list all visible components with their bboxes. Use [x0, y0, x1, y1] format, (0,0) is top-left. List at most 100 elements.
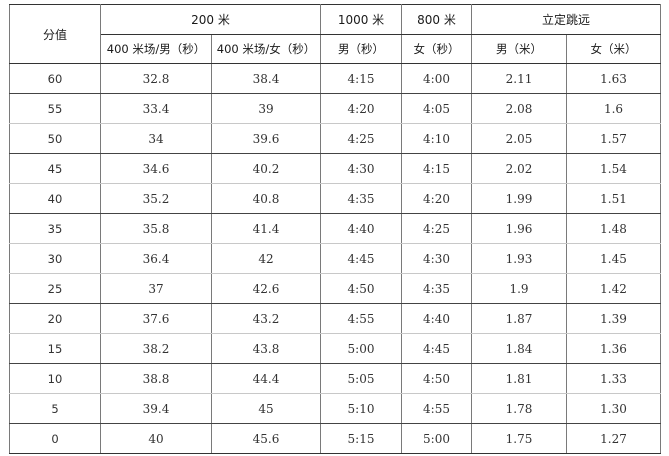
- cell-jump-female: 1.6: [566, 93, 662, 124]
- cell-800m-female: 4:05: [401, 93, 473, 124]
- table-body: 60 32.8 38.4 4:15 4:00 2.11 1.63 55 33.4 39 4:20 4:…: [9, 63, 662, 454]
- cell-200m-male: 36.4: [100, 243, 212, 274]
- cell-score: 40: [9, 183, 101, 214]
- cell-score: 5: [9, 393, 101, 424]
- cell-jump-female: 1.51: [566, 183, 662, 214]
- cell-jump-male: 2.08: [471, 93, 568, 124]
- cell-800m-female: 4:10: [401, 123, 473, 154]
- cell-200m-female: 43.8: [210, 333, 322, 364]
- cell-jump-female: 1.63: [566, 63, 662, 94]
- cell-1000m-male: 4:35: [320, 183, 403, 214]
- cell-200m-female: 44.4: [210, 363, 322, 394]
- cell-jump-female: 1.45: [566, 243, 662, 274]
- cell-800m-female: 4:30: [401, 243, 473, 274]
- cell-200m-male: 39.4: [100, 393, 212, 424]
- cell-200m-female: 41.4: [210, 213, 322, 244]
- cell-jump-male: 1.81: [471, 363, 568, 394]
- cell-jump-female: 1.39: [566, 303, 662, 334]
- cell-jump-female: 1.33: [566, 363, 662, 394]
- scoring-table: 分值 200 米 1000 米 800 米 立定跳远 400 米场/男（秒） 4…: [9, 4, 662, 454]
- cell-jump-male: 1.87: [471, 303, 568, 334]
- cell-jump-female: 1.42: [566, 273, 662, 304]
- header-200m-male: 400 米场/男（秒）: [100, 34, 212, 64]
- table-row: 30 36.4 42 4:45 4:30 1.93 1.45: [9, 243, 662, 274]
- table-row: 50 34 39.6 4:25 4:10 2.05 1.57: [9, 123, 662, 154]
- cell-200m-male: 34: [100, 123, 212, 154]
- header-group-200m: 200 米: [99, 4, 322, 35]
- cell-200m-female: 45: [210, 393, 322, 424]
- cell-200m-female: 38.4: [210, 63, 322, 94]
- header-1000m-male: 男（秒）: [320, 34, 403, 64]
- cell-1000m-male: 5:05: [320, 363, 403, 394]
- cell-1000m-male: 4:50: [320, 273, 403, 304]
- cell-score: 15: [9, 333, 101, 364]
- cell-jump-male: 1.78: [471, 393, 568, 424]
- table-row: 25 37 42.6 4:50 4:35 1.9 1.42: [9, 273, 662, 304]
- table-row: 45 34.6 40.2 4:30 4:15 2.02 1.54: [9, 153, 662, 184]
- cell-jump-male: 1.99: [471, 183, 568, 214]
- header-score: 分值: [9, 4, 101, 64]
- cell-1000m-male: 4:20: [320, 93, 403, 124]
- header-row-subheaders: 400 米场/男（秒） 400 米场/女（秒） 男（秒） 女（秒） 男（米） 女…: [10, 34, 662, 64]
- cell-800m-female: 4:45: [401, 333, 473, 364]
- cell-200m-male: 40: [100, 423, 212, 454]
- cell-200m-male: 34.6: [100, 153, 212, 184]
- table-row: 35 35.8 41.4 4:40 4:25 1.96 1.48: [9, 213, 662, 244]
- cell-jump-female: 1.27: [566, 423, 662, 454]
- cell-200m-female: 45.6: [210, 423, 322, 454]
- cell-score: 60: [9, 63, 101, 94]
- cell-800m-female: 4:15: [401, 153, 473, 184]
- cell-200m-female: 39.6: [210, 123, 322, 154]
- table-row: 60 32.8 38.4 4:15 4:00 2.11 1.63: [9, 63, 662, 94]
- header-group-800m: 800 米: [401, 4, 473, 35]
- cell-jump-male: 1.9: [471, 273, 568, 304]
- cell-200m-male: 35.2: [100, 183, 212, 214]
- table-row: 20 37.6 43.2 4:55 4:40 1.87 1.39: [9, 303, 662, 334]
- header-group-1000m: 1000 米: [320, 4, 403, 35]
- cell-1000m-male: 5:10: [320, 393, 403, 424]
- cell-jump-male: 1.84: [471, 333, 568, 364]
- cell-800m-female: 4:40: [401, 303, 473, 334]
- cell-200m-male: 37.6: [100, 303, 212, 334]
- cell-jump-male: 1.96: [471, 213, 568, 244]
- cell-score: 20: [9, 303, 101, 334]
- cell-jump-male: 1.93: [471, 243, 568, 274]
- cell-jump-female: 1.30: [566, 393, 662, 424]
- cell-200m-male: 32.8: [100, 63, 212, 94]
- cell-200m-female: 42: [210, 243, 322, 274]
- cell-1000m-male: 4:25: [320, 123, 403, 154]
- cell-1000m-male: 4:55: [320, 303, 403, 334]
- cell-200m-male: 33.4: [100, 93, 212, 124]
- cell-score: 0: [9, 423, 101, 454]
- cell-score: 50: [9, 123, 101, 154]
- cell-200m-male: 35.8: [100, 213, 212, 244]
- cell-jump-male: 1.75: [471, 423, 568, 454]
- table-row: 40 35.2 40.8 4:35 4:20 1.99 1.51: [9, 183, 662, 214]
- cell-800m-female: 4:50: [401, 363, 473, 394]
- cell-jump-female: 1.48: [566, 213, 662, 244]
- cell-800m-female: 4:55: [401, 393, 473, 424]
- cell-200m-male: 38.8: [100, 363, 212, 394]
- cell-1000m-male: 4:40: [320, 213, 403, 244]
- cell-jump-male: 2.05: [471, 123, 568, 154]
- table-row: 55 33.4 39 4:20 4:05 2.08 1.6: [9, 93, 662, 124]
- header-800m-female: 女（秒）: [401, 34, 473, 64]
- cell-score: 30: [9, 243, 101, 274]
- cell-1000m-male: 4:15: [320, 63, 403, 94]
- cell-score: 45: [9, 153, 101, 184]
- cell-200m-male: 37: [100, 273, 212, 304]
- cell-800m-female: 4:20: [401, 183, 473, 214]
- cell-200m-female: 40.8: [210, 183, 322, 214]
- table-row: 5 39.4 45 5:10 4:55 1.78 1.30: [9, 393, 662, 424]
- cell-800m-female: 4:35: [401, 273, 473, 304]
- header-200m-female: 400 米场/女（秒）: [210, 34, 322, 64]
- cell-1000m-male: 4:30: [320, 153, 403, 184]
- cell-200m-female: 39: [210, 93, 322, 124]
- cell-score: 35: [9, 213, 101, 244]
- header-jump-female: 女（米）: [566, 34, 662, 64]
- table-row: 10 38.8 44.4 5:05 4:50 1.81 1.33: [9, 363, 662, 394]
- cell-800m-female: 4:00: [401, 63, 473, 94]
- cell-score: 10: [9, 363, 101, 394]
- cell-jump-male: 2.02: [471, 153, 568, 184]
- cell-200m-female: 42.6: [210, 273, 322, 304]
